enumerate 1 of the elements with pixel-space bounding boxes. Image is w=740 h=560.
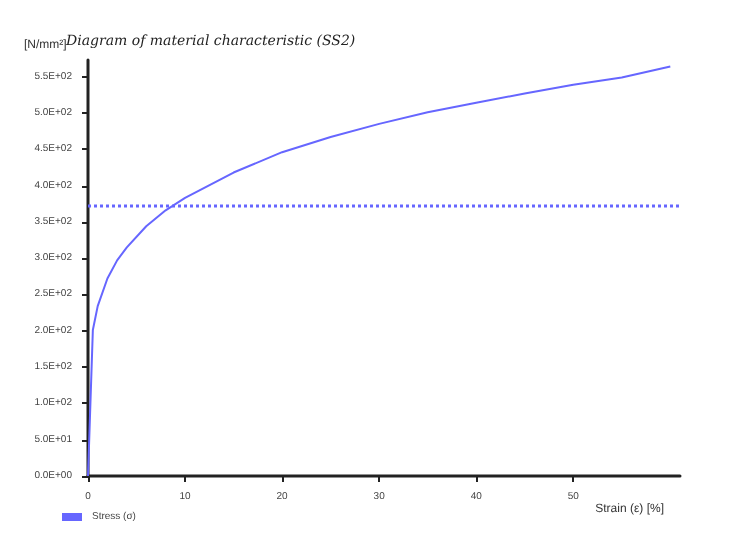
line-series	[87, 65, 672, 477]
